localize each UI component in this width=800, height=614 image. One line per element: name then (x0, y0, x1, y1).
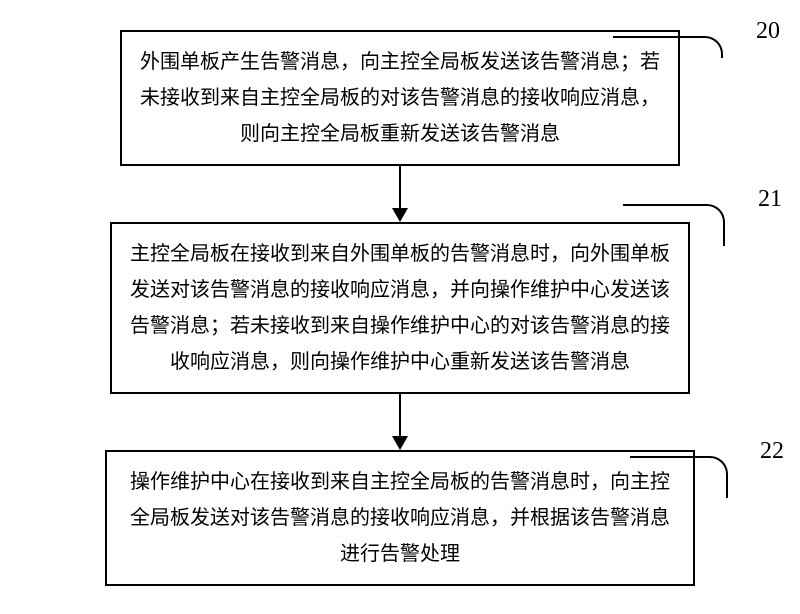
arrow-line (399, 166, 401, 208)
label-connector (623, 204, 725, 246)
node-text: 主控全局板在接收到来自外围单板的告警消息时，向外围单板发送对该告警消息的接收响应… (130, 243, 670, 373)
flowchart-node: 外围单板产生告警消息，向主控全局板发送该告警消息；若未接收到来自主控全局板的对该… (120, 30, 680, 166)
flowchart-container: 外围单板产生告警消息，向主控全局板发送该告警消息；若未接收到来自主控全局板的对该… (50, 30, 750, 586)
arrow-head-icon (392, 208, 408, 222)
label-connector (630, 456, 728, 498)
flowchart-node: 操作维护中心在接收到来自主控全局板的告警消息时，向主控全局板发送对该告警消息的接… (105, 450, 695, 586)
arrow-head-icon (392, 436, 408, 450)
node-text: 外围单板产生告警消息，向主控全局板发送该告警消息；若未接收到来自主控全局板的对该… (140, 51, 660, 145)
arrow-line (399, 394, 401, 436)
node-label: 22 (760, 438, 784, 465)
node-text: 操作维护中心在接收到来自主控全局板的告警消息时，向主控全局板发送对该告警消息的接… (130, 471, 670, 565)
node-label: 21 (758, 186, 782, 213)
arrow-connector (50, 394, 750, 450)
node-label: 20 (756, 18, 780, 45)
flowchart-node: 主控全局板在接收到来自外围单板的告警消息时，向外围单板发送对该告警消息的接收响应… (110, 222, 690, 394)
label-connector (613, 36, 723, 58)
